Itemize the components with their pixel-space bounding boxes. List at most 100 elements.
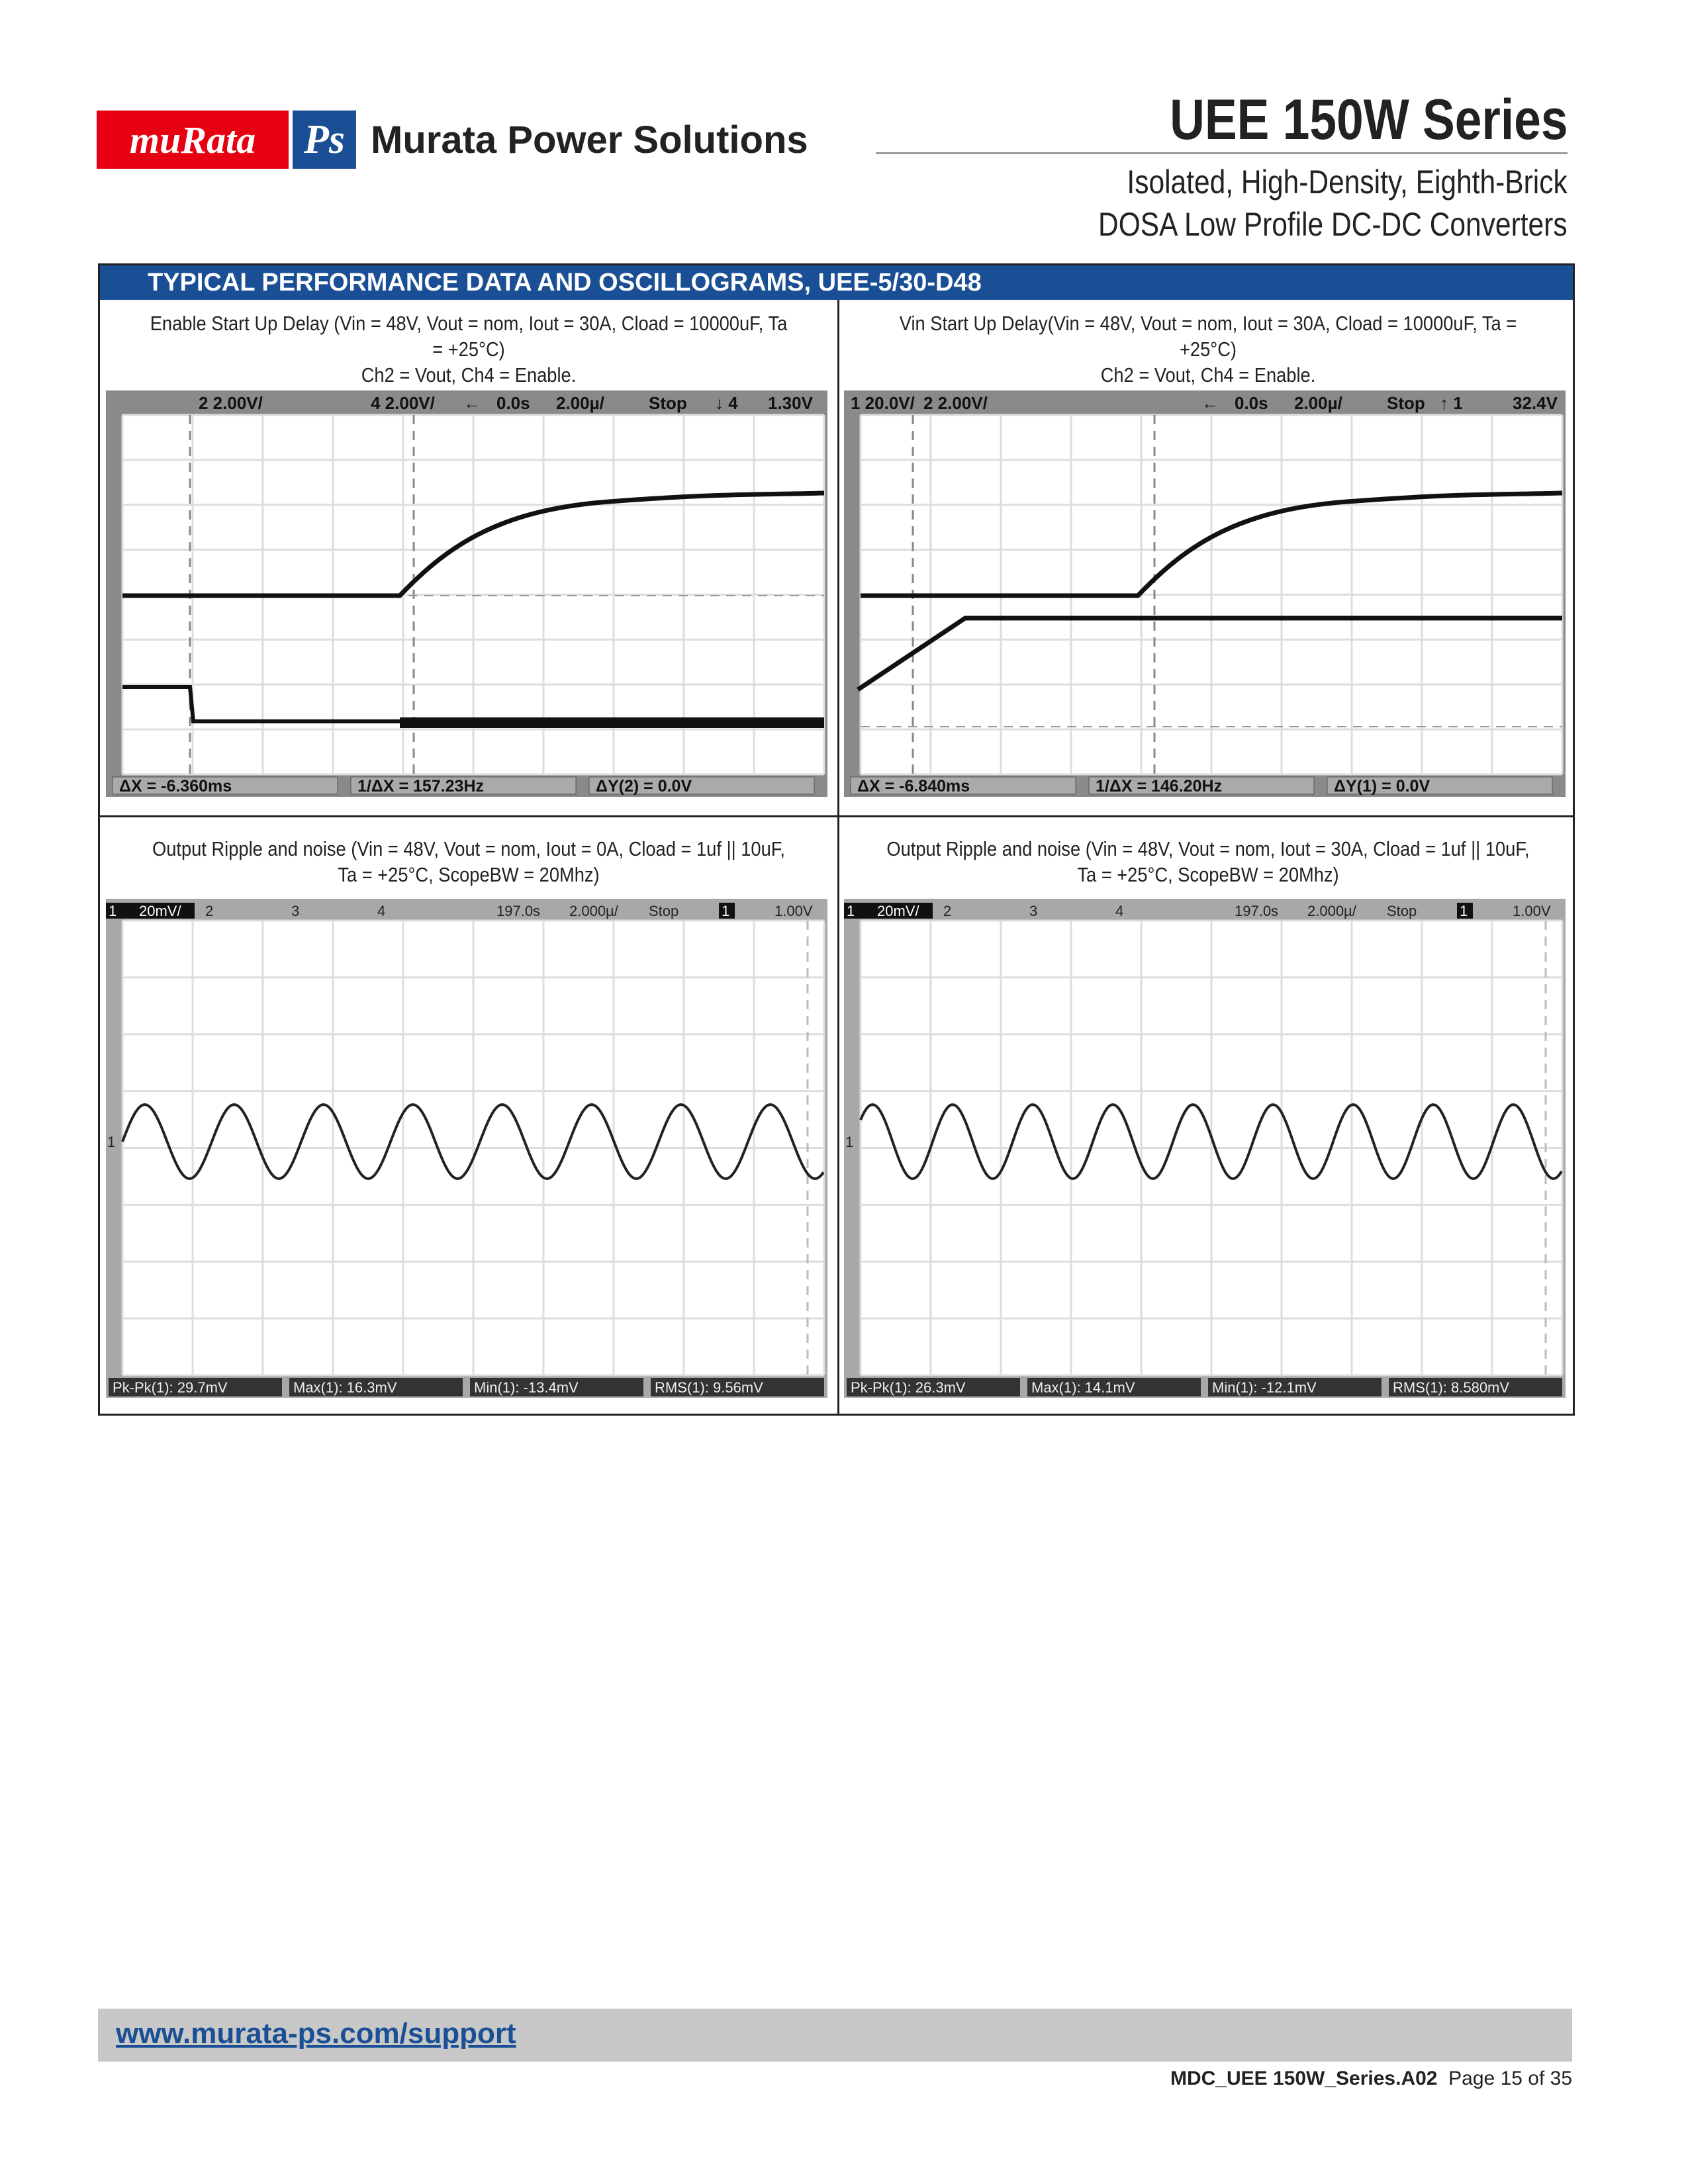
subtitle-line-2: DOSA Low Profile DC-DC Converters: [1098, 206, 1568, 243]
scope-header-text: 1.30V: [768, 393, 814, 413]
scope-header-text: 1: [109, 903, 117, 919]
footer-doc-info: MDC_UEE 150W_Series.A02 Page 15 of 35: [1170, 2068, 1572, 2090]
panel-1-caption: Enable Start Up Delay (Vin = 48V, Vout =…: [144, 310, 793, 388]
scope-header-text: ←: [1201, 393, 1219, 413]
scope-header-text: ←: [463, 393, 481, 413]
scope-header-text: 1.00V: [774, 903, 813, 919]
scope-header-text: 3: [1029, 903, 1037, 919]
scope-header-text: ↑ 1: [1440, 393, 1463, 413]
company-name: Murata Power Solutions: [371, 118, 808, 161]
scope-readout-box: [1389, 1378, 1562, 1396]
scope-header-text: Stop: [649, 393, 687, 413]
scope-header-text: 32.4V: [1513, 393, 1558, 413]
caption-line: Output Ripple and noise (Vin = 48V, Vout…: [152, 837, 785, 860]
scope-readout: Max(1): 14.1mV: [1031, 1379, 1135, 1396]
scope-readout-box: [1027, 1378, 1201, 1396]
scope-readout: 1/ΔX = 157.23Hz: [357, 777, 484, 796]
scope-readout-box: [112, 776, 338, 795]
scope-readout: RMS(1): 8.580mV: [1393, 1379, 1509, 1396]
scope-header-text: 0.0s: [496, 393, 530, 413]
scope-readout-box: [651, 1378, 824, 1396]
performance-section: TYPICAL PERFORMANCE DATA AND OSCILLOGRAM…: [98, 263, 1575, 1416]
logo-murata-mark: muRata: [97, 111, 289, 169]
scope-header-text: 2.00µ/: [1294, 393, 1342, 413]
scope-header-text: 4 2.00V/: [371, 393, 435, 413]
scope-readout-box: [289, 1378, 463, 1396]
panel-4-caption: Output Ripple and noise (Vin = 48V, Vout…: [884, 836, 1532, 887]
channel-badge: [106, 903, 122, 919]
scope-header-text: Stop: [1387, 903, 1417, 919]
scope-readout: Pk-Pk(1): 29.7mV: [113, 1379, 228, 1396]
scope-readout-box: [1208, 1378, 1382, 1396]
scope-header-text: 2.000µ/: [569, 903, 619, 919]
scope-header-text: 2 2.00V/: [199, 393, 263, 413]
scope-header-text: 1: [1460, 903, 1468, 919]
caption-line: Ta = +25°C, ScopeBW = 20Mhz): [1077, 863, 1339, 886]
scope-header-text: 1: [847, 903, 855, 919]
scope-header-text: 4: [1115, 903, 1123, 919]
scope-header-text: 197.0s: [496, 903, 540, 919]
scope-header-text: 2: [943, 903, 951, 919]
oscillogram-enable-startup: 2 2.00V/4 2.00V/ ← 0.0s 2.00µ/Stop ↓ 4 1.30V Δ…: [106, 390, 827, 797]
channel-badge: [844, 903, 860, 919]
ripple-trace: [121, 1103, 825, 1181]
oscillogram-ripple-30a: 1 20mV/2 3 4 197.0s 2.000µ/Stop 1 1.00V Pk-Pk(1)…: [844, 899, 1566, 1398]
scope-header-text: 1 20.0V/: [851, 393, 915, 413]
caption-line: Enable Start Up Delay (Vin = 48V, Vout =…: [150, 312, 788, 361]
scope-header-text: 2: [205, 903, 213, 919]
scope-header-text: 0.0s: [1235, 393, 1268, 413]
scope-header-text: 2 2.00V/: [923, 393, 988, 413]
scope-readout-box: [847, 1378, 1020, 1396]
scope-header-text: 20mV/: [877, 903, 919, 919]
ground-marker: 1: [845, 1134, 853, 1150]
scope-readout: ΔX = -6.840ms: [857, 777, 970, 796]
caption-line: Vin Start Up Delay(Vin = 48V, Vout = nom…: [899, 312, 1517, 361]
enable-trace-noise: [400, 717, 824, 728]
scope-readout-box: [109, 1378, 282, 1396]
scope-readout-box: [1088, 776, 1315, 795]
channel-scale-badge: [860, 903, 933, 919]
scope-readout: 1/ΔX = 146.20Hz: [1096, 777, 1222, 796]
oscillogram-vin-startup: 1 20.0V/2 2.00V/ ← 0.0s 2.00µ/Stop ↑ 1 32.4V Δ…: [844, 390, 1566, 797]
scope-header-text: 1: [722, 903, 729, 919]
scope-readout-box: [588, 776, 815, 795]
page-number: Page 15 of 35: [1448, 2068, 1572, 2089]
scope-readout: Max(1): 16.3mV: [293, 1379, 397, 1396]
scope-header-text: Stop: [649, 903, 679, 919]
vout-trace: [861, 490, 1563, 598]
page-title: UEE 150W Series: [1169, 88, 1568, 152]
scope-header-text: ↓ 4: [715, 393, 738, 413]
caption-line: Ch2 = Vout, Ch4 = Enable.: [361, 363, 577, 387]
channel-badge: [719, 903, 735, 919]
scope-header-text: Stop: [1387, 393, 1425, 413]
support-link[interactable]: www.murata-ps.com/support: [116, 2017, 516, 2050]
channel-badge: [1457, 903, 1473, 919]
scope-header-text: 20mV/: [139, 903, 181, 919]
scope-header-text: 4: [377, 903, 385, 919]
divider-vertical: [837, 300, 839, 1414]
scope-readout: Pk-Pk(1): 26.3mV: [851, 1379, 966, 1396]
scope-header-text: 3: [291, 903, 299, 919]
section-title: TYPICAL PERFORMANCE DATA AND OSCILLOGRAM…: [100, 265, 1573, 300]
scope-readout: ΔY(2) = 0.0V: [596, 777, 692, 796]
scope-readout: ΔX = -6.360ms: [119, 777, 232, 796]
caption-line: Ta = +25°C, ScopeBW = 20Mhz): [338, 863, 600, 886]
scope-header-text: 2.000µ/: [1307, 903, 1357, 919]
divider-horizontal: [100, 815, 1573, 817]
panel-2-caption: Vin Start Up Delay(Vin = 48V, Vout = nom…: [884, 310, 1532, 388]
doc-id: MDC_UEE 150W_Series.A02: [1170, 2068, 1438, 2089]
scope-readout-box: [350, 776, 577, 795]
scope-readout-box: [1327, 776, 1553, 795]
scope-readout: Min(1): -12.1mV: [1212, 1379, 1317, 1396]
scope-header-text: 197.0s: [1235, 903, 1278, 919]
scope-readout-box: [470, 1378, 643, 1396]
vout-trace: [122, 490, 825, 598]
caption-line: Ch2 = Vout, Ch4 = Enable.: [1100, 363, 1316, 387]
scope-header-text: 1.00V: [1513, 903, 1551, 919]
murata-logo: muRata Ps Murata Power Solutions: [97, 111, 808, 169]
channel-scale-badge: [122, 903, 195, 919]
scope-readout-box: [850, 776, 1076, 795]
subtitle-line-1: Isolated, High-Density, Eighth-Brick: [1127, 163, 1568, 201]
scope-header-text: 2.00µ/: [556, 393, 604, 413]
caption-line: Output Ripple and noise (Vin = 48V, Vout…: [886, 837, 1530, 860]
